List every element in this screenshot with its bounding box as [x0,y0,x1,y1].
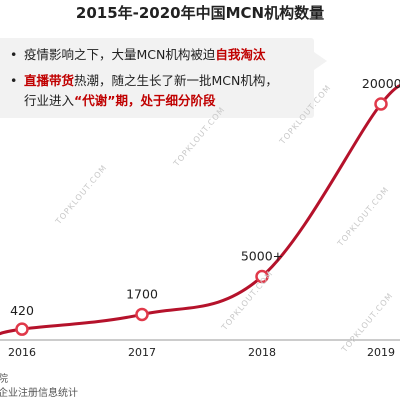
callout-bullet-2-line-2: 行业进入“代谢”期，处于细分阶段 [24,92,215,110]
source-note-line-2: 企业注册信息统计 [0,388,78,399]
callout-pointer [314,52,327,70]
bullet-2-text: 热潮，随之生长了新一批MCN机构， [74,73,278,88]
series-line [0,84,400,336]
chart-title: 2015年-2020年中国MCN机构数量 [75,4,325,22]
source-note-line-1: 院 [0,374,8,385]
bullet-2-highlight: 直播带货 [24,73,75,88]
data-point-2017 [135,307,149,322]
bullet-1-text: 疫情影响之下，大量MCN机构被迫 [24,47,216,62]
bullet-2-line-2-text: 行业进入 [24,93,75,108]
x-tick-label-2016: 2016 [8,346,36,359]
data-point-2018 [255,269,269,284]
x-tick-label-2018: 2018 [248,346,276,359]
bullet-dot: • [10,47,18,62]
bullet-2-line-2-highlight: “代谢”期，处于细分阶段 [74,93,216,108]
callout-box [0,38,314,118]
bullet-1-highlight: 自我淘汰 [215,47,266,62]
data-point-2016 [15,322,29,336]
x-tick-label-2019: 2019 [367,346,395,359]
bullet-dot: • [10,73,18,88]
data-point-2019 [374,97,388,111]
data-label-2017: 1700 [126,286,158,301]
data-label-2018: 5000+ [241,249,283,264]
data-label-2016: 420 [10,303,34,318]
data-label-2019: 20000+ [362,76,400,91]
x-tick-label-2017: 2017 [128,346,156,359]
